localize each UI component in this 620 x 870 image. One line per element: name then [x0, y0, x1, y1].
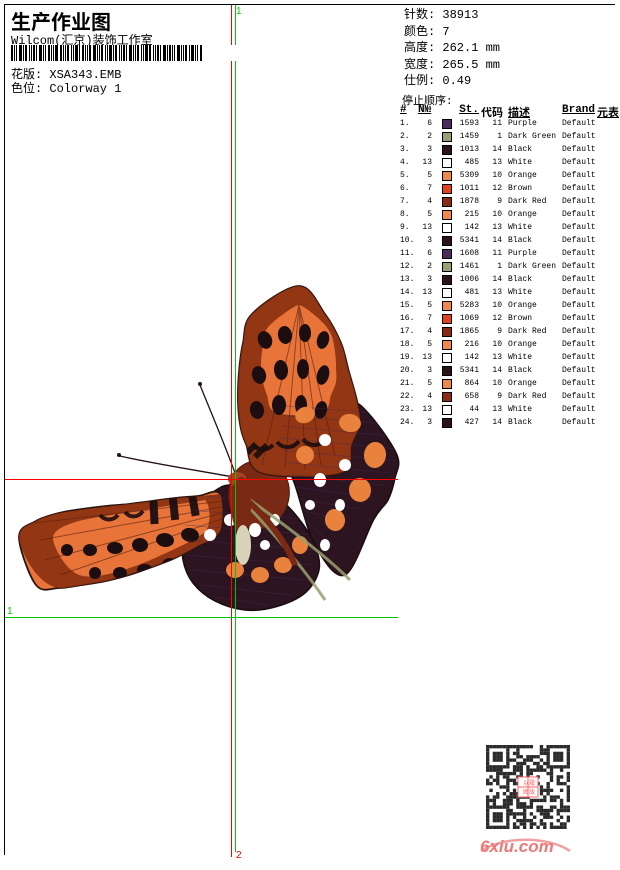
- svg-text:以履: 以履: [523, 778, 535, 787]
- svg-text:6xiu.com: 6xiu.com: [480, 837, 554, 855]
- svg-text:图版: 图版: [523, 787, 535, 796]
